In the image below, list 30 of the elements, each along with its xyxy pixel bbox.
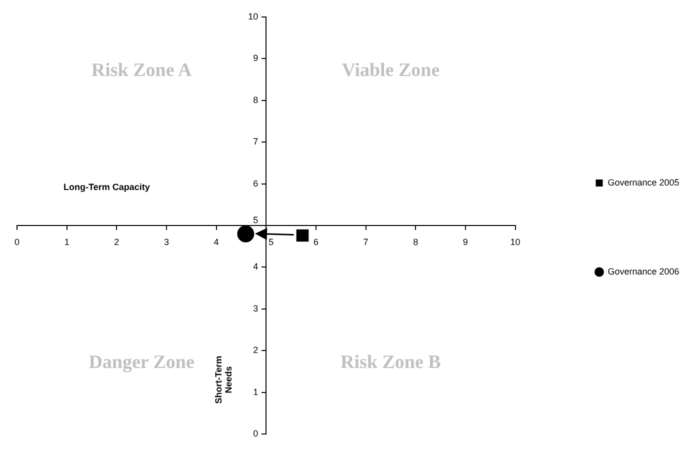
legend-label: Governance 2006	[608, 266, 680, 276]
y-tick-label: 5	[253, 214, 258, 225]
x-axis-title: Long-Term Capacity	[64, 182, 150, 192]
x-tick-label: 7	[363, 236, 368, 247]
x-tick-label: 5	[268, 236, 274, 247]
x-tick-label: 10	[510, 236, 520, 247]
y-tick-label: 6	[253, 178, 258, 188]
y-tick-label: 10	[248, 11, 258, 22]
x-tick-label: 4	[214, 236, 219, 247]
y-tick-label: 1	[253, 386, 258, 397]
x-tick-label: 1	[64, 236, 70, 247]
annotation: Viable Zone	[342, 60, 440, 82]
x-tick-label: 8	[413, 236, 418, 247]
y-tick-label: 9	[253, 53, 258, 64]
y-tick-label: 4	[253, 262, 258, 272]
x-tick-label: 2	[114, 236, 120, 247]
y-tick-label: 7	[253, 136, 258, 147]
annotation: Risk Zone A	[91, 60, 192, 82]
annotation: Risk Zone B	[340, 352, 442, 374]
x-tick-label: 3	[164, 236, 169, 247]
y-tick-label: 2	[253, 345, 258, 356]
y-tick-label: 8	[253, 94, 258, 105]
y-axis-title: Short-Term Needs	[214, 356, 234, 404]
x-tick-label: 9	[462, 236, 468, 247]
y-tick-label: 3	[253, 303, 258, 314]
x-tick-label: 0	[14, 236, 20, 247]
x-tick-label: 6	[313, 236, 318, 247]
legend-label: Governance 2005	[608, 177, 680, 188]
y-tick-label: 0	[253, 428, 258, 438]
annotation: Danger Zone	[88, 352, 194, 374]
